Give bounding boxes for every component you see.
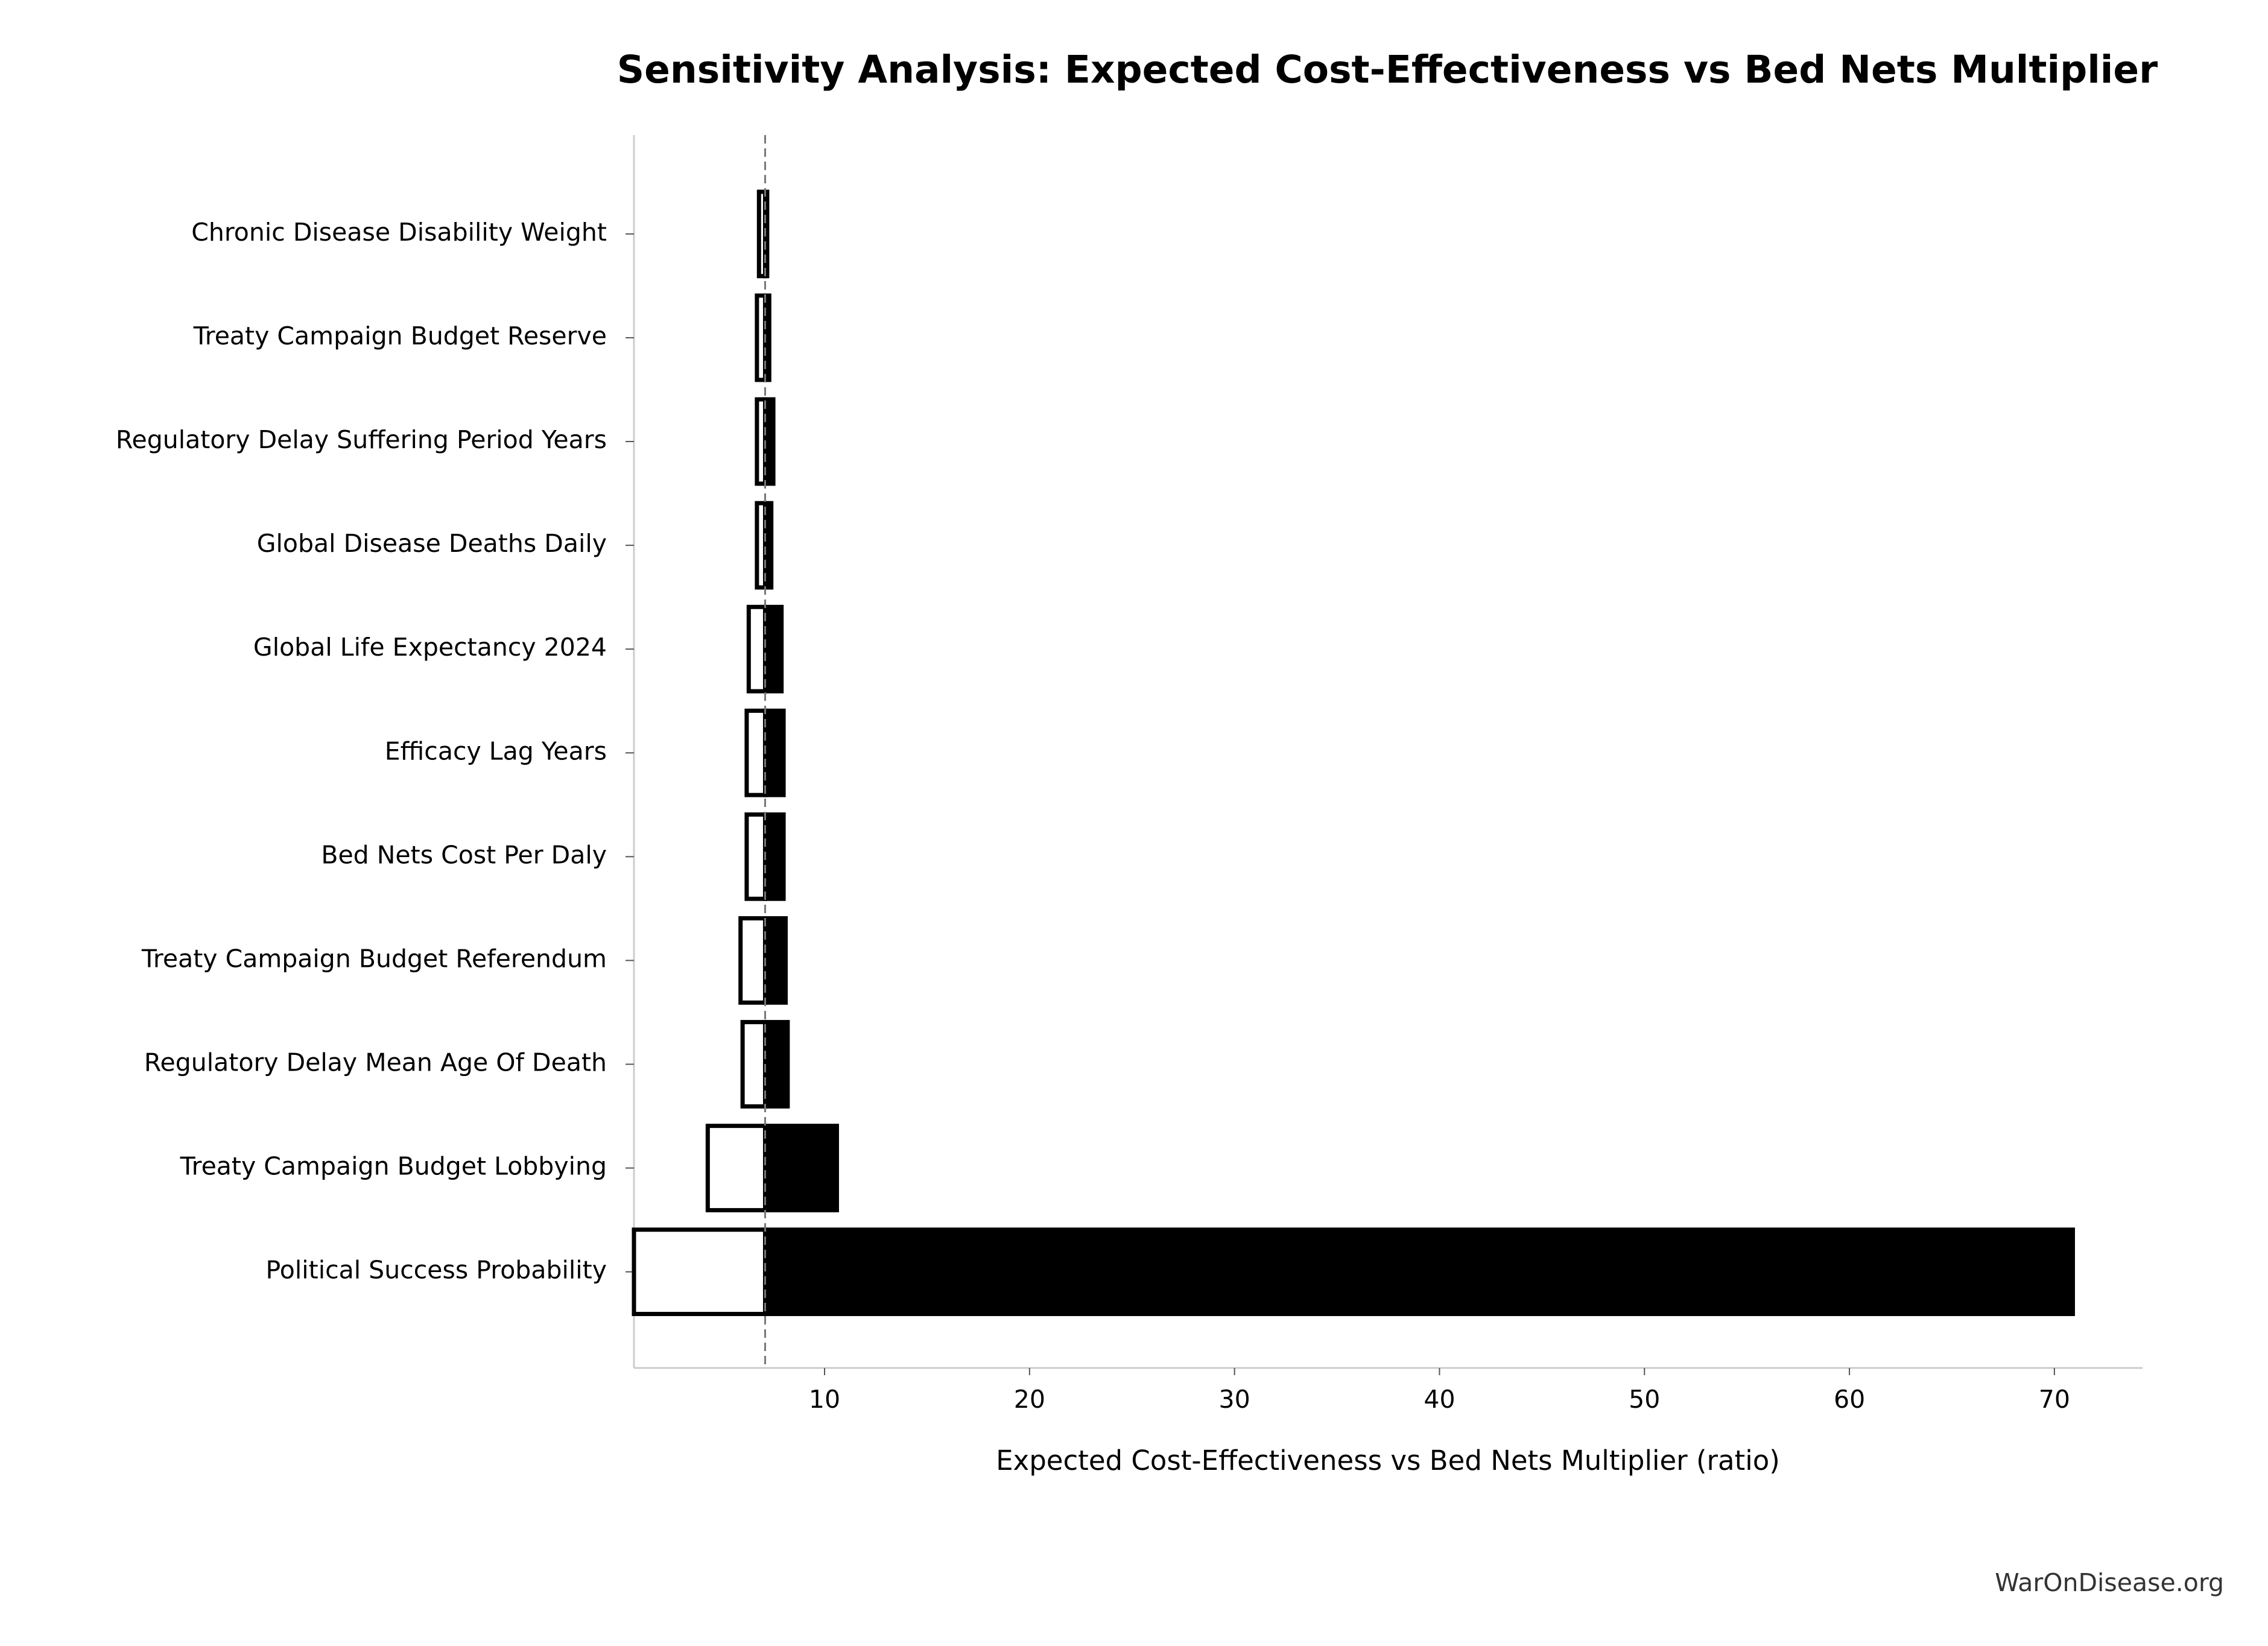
high-bar xyxy=(762,397,776,486)
low-bar xyxy=(744,812,767,901)
y-tick-label: Global Disease Deaths Daily xyxy=(257,529,607,558)
high-bar xyxy=(762,501,774,590)
y-tick-label: Political Success Probability xyxy=(266,1256,607,1285)
y-tick-label: Chronic Disease Disability Weight xyxy=(191,218,607,247)
high-bar xyxy=(762,604,784,694)
x-axis-label: Expected Cost-Effectiveness vs Bed Nets … xyxy=(996,1445,1780,1477)
high-bar xyxy=(762,1227,2075,1317)
high-bar xyxy=(762,1020,790,1109)
y-tick-label: Treaty Campaign Budget Lobbying xyxy=(180,1152,607,1181)
low-bar xyxy=(705,1124,767,1212)
low-bar xyxy=(632,1227,767,1317)
x-tick-label: 20 xyxy=(1014,1385,1045,1414)
y-tick-label: Regulatory Delay Suffering Period Years xyxy=(116,425,607,454)
y-tick-label: Regulatory Delay Mean Age Of Death xyxy=(144,1048,607,1077)
x-tick-label: 60 xyxy=(1834,1385,1865,1414)
x-tick-label: 30 xyxy=(1219,1385,1250,1414)
y-tick-label: Treaty Campaign Budget Reserve xyxy=(193,321,607,350)
y-tick-label: Treaty Campaign Budget Referendum xyxy=(141,944,607,973)
low-bar xyxy=(740,1020,767,1109)
y-tick-label: Bed Nets Cost Per Daly xyxy=(321,840,607,869)
high-bar xyxy=(762,1124,839,1212)
x-tick-label: 50 xyxy=(1629,1385,1660,1414)
y-tick-label: Efficacy Lag Years xyxy=(385,736,607,765)
x-tick-label: 70 xyxy=(2039,1385,2070,1414)
chart-title: Sensitivity Analysis: Expected Cost-Effe… xyxy=(617,48,2158,92)
high-bar xyxy=(762,708,786,797)
low-bar xyxy=(746,604,767,694)
low-bar xyxy=(738,916,767,1005)
high-bar xyxy=(762,916,788,1005)
low-bar xyxy=(744,708,767,797)
watermark: WarOnDisease.org xyxy=(1995,1568,2224,1597)
high-bar xyxy=(762,812,786,901)
y-tick-label: Global Life Expectancy 2024 xyxy=(253,633,607,662)
x-tick-label: 40 xyxy=(1424,1385,1455,1414)
x-tick-label: 10 xyxy=(809,1385,840,1414)
